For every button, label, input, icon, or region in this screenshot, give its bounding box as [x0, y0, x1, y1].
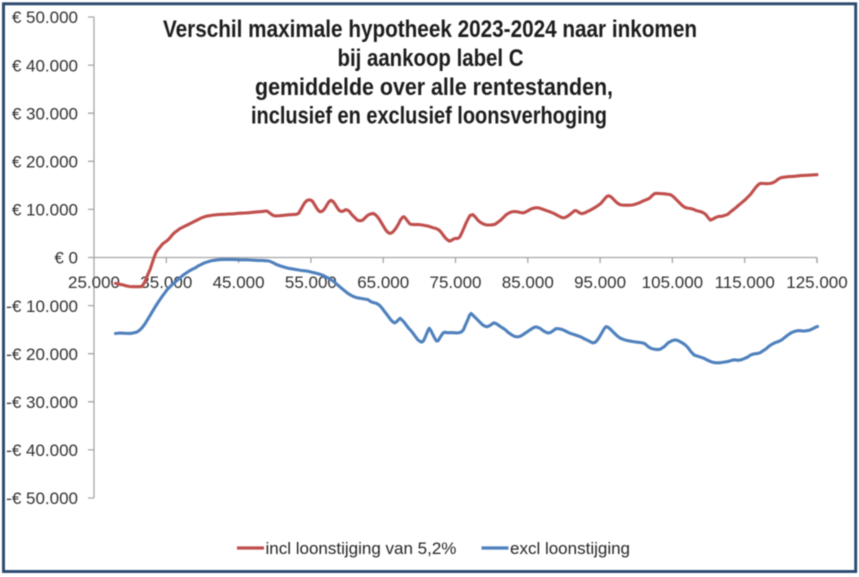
svg-text:75.000: 75.000	[430, 273, 482, 292]
svg-text:85.000: 85.000	[502, 273, 554, 292]
svg-text:€ 40.000: € 40.000	[12, 56, 78, 75]
svg-text:€ 20.000: € 20.000	[12, 153, 78, 172]
svg-text:-€ 30.000: -€ 30.000	[6, 393, 78, 412]
svg-text:65.000: 65.000	[357, 273, 409, 292]
svg-text:25.000: 25.000	[68, 273, 120, 292]
svg-text:€ 30.000: € 30.000	[12, 104, 78, 123]
svg-text:excl loonstijging: excl loonstijging	[510, 539, 630, 558]
svg-text:bij aankoop label C: bij aankoop label C	[338, 45, 524, 72]
svg-text:-€ 40.000: -€ 40.000	[6, 441, 78, 460]
svg-text:gemiddelde over alle rentestan: gemiddelde over alle rentestanden,	[255, 74, 613, 101]
svg-text:115.000: 115.000	[715, 273, 775, 292]
svg-text:105.000: 105.000	[642, 273, 703, 292]
svg-text:-€ 50.000: -€ 50.000	[6, 489, 78, 508]
svg-text:inclusief en exclusief loonsve: inclusief en exclusief loonsverhoging	[251, 103, 607, 130]
svg-text:Verschil maximale hypotheek 20: Verschil maximale hypotheek 2023-2024 na…	[163, 16, 697, 43]
svg-text:45.000: 45.000	[213, 273, 265, 292]
svg-text:€ 10.000: € 10.000	[12, 201, 78, 220]
svg-text:incl loonstijging van 5,2%: incl loonstijging van 5,2%	[266, 539, 457, 558]
svg-text:-€ 10.000: -€ 10.000	[6, 297, 78, 316]
svg-text:125.000: 125.000	[786, 273, 847, 292]
svg-text:95.000: 95.000	[574, 273, 626, 292]
svg-text:-€ 20.000: -€ 20.000	[6, 345, 78, 364]
svg-text:€ 0: € 0	[54, 249, 78, 268]
svg-text:€ 50.000: € 50.000	[12, 8, 78, 27]
svg-text:55.000: 55.000	[285, 273, 337, 292]
